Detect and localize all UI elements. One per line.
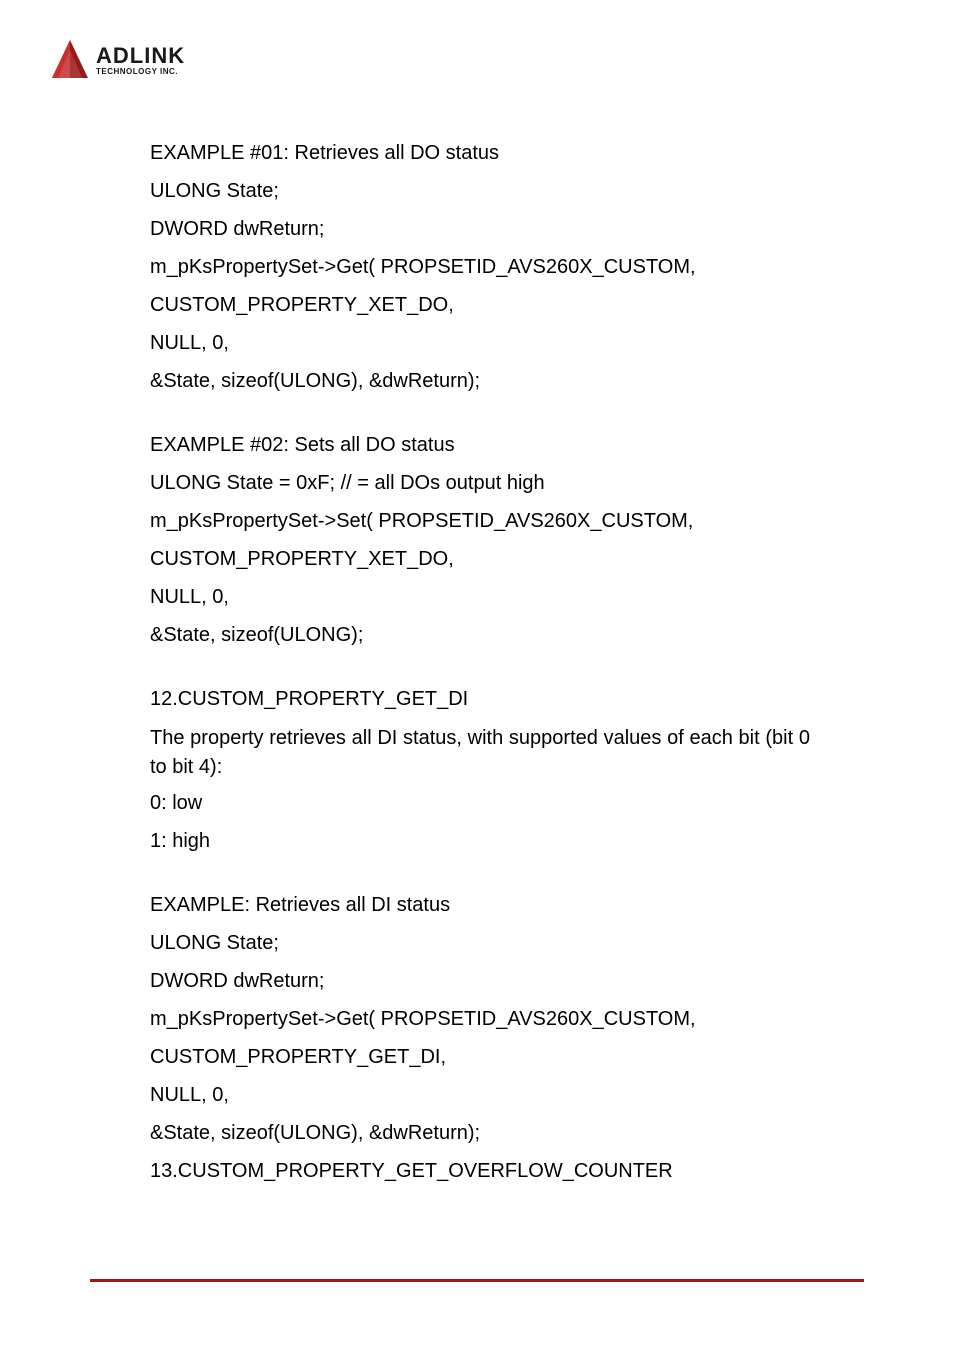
section-12-description: The property retrieves all DI status, wi…	[150, 724, 810, 782]
logo-main-text: ADLINK	[96, 45, 185, 67]
code-line: &State, sizeof(ULONG);	[150, 622, 810, 648]
code-line: &State, sizeof(ULONG), &dwReturn);	[150, 1120, 810, 1146]
example-01-title: EXAMPLE #01: Retrieves all DO status	[150, 140, 810, 166]
logo-sub-text: TECHNOLOGY INC.	[96, 68, 185, 76]
code-line: ULONG State = 0xF; // = all DOs output h…	[150, 470, 810, 496]
value-high: 1: high	[150, 828, 810, 854]
code-line: CUSTOM_PROPERTY_GET_DI,	[150, 1044, 810, 1070]
footer-divider	[90, 1279, 864, 1282]
code-line: DWORD dwReturn;	[150, 216, 810, 242]
logo-mark-icon	[48, 38, 92, 82]
value-low: 0: low	[150, 790, 810, 816]
example-03-title: EXAMPLE: Retrieves all DI status	[150, 892, 810, 918]
code-line: m_pKsPropertySet->Set( PROPSETID_AVS260X…	[150, 508, 810, 534]
code-line: NULL, 0,	[150, 330, 810, 356]
code-line: NULL, 0,	[150, 584, 810, 610]
logo-text: ADLINK TECHNOLOGY INC.	[96, 45, 185, 76]
code-line: m_pKsPropertySet->Get( PROPSETID_AVS260X…	[150, 254, 810, 280]
code-line: m_pKsPropertySet->Get( PROPSETID_AVS260X…	[150, 1006, 810, 1032]
code-line: DWORD dwReturn;	[150, 968, 810, 994]
code-line: ULONG State;	[150, 178, 810, 204]
page-content: EXAMPLE #01: Retrieves all DO status ULO…	[150, 140, 810, 1196]
code-line: CUSTOM_PROPERTY_XET_DO,	[150, 546, 810, 572]
example-02-title: EXAMPLE #02: Sets all DO status	[150, 432, 810, 458]
code-line: &State, sizeof(ULONG), &dwReturn);	[150, 368, 810, 394]
logo: ADLINK TECHNOLOGY INC.	[48, 38, 185, 82]
section-12-title: 12.CUSTOM_PROPERTY_GET_DI	[150, 686, 810, 712]
code-line: NULL, 0,	[150, 1082, 810, 1108]
section-13-title: 13.CUSTOM_PROPERTY_GET_OVERFLOW_COUNTER	[150, 1158, 810, 1184]
code-line: CUSTOM_PROPERTY_XET_DO,	[150, 292, 810, 318]
code-line: ULONG State;	[150, 930, 810, 956]
